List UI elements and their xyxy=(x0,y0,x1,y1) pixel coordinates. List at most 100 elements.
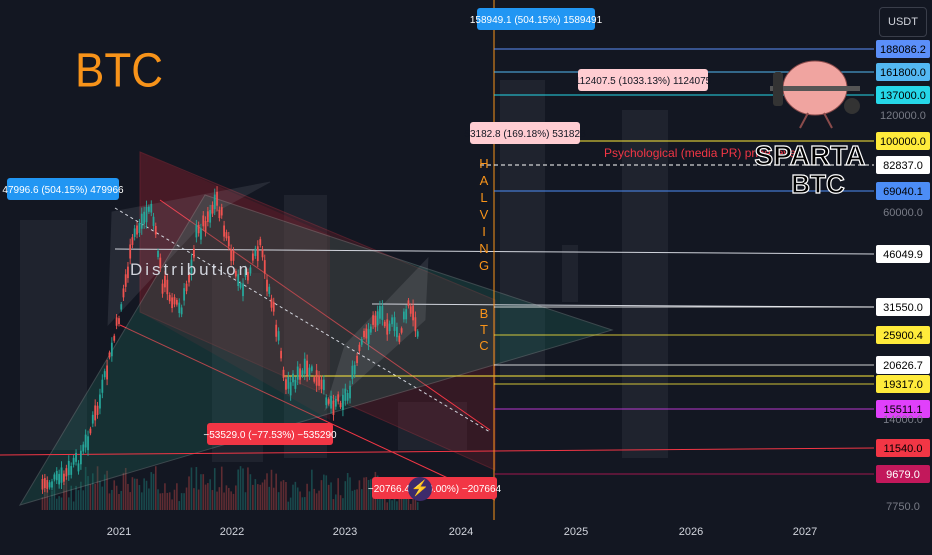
volume-bar xyxy=(157,489,159,510)
rising-channel xyxy=(324,256,429,412)
candle-body xyxy=(363,330,365,338)
x-tick-2024: 2024 xyxy=(449,526,473,538)
candle-body xyxy=(249,267,252,274)
candle-body xyxy=(150,203,153,213)
volume-bar xyxy=(277,492,280,510)
candle-body xyxy=(351,365,354,379)
candle-body xyxy=(358,344,361,351)
measure-label-text-2: 53182.8 (169.18%) 531828 xyxy=(464,129,586,140)
price-tag-bg-6 xyxy=(876,245,930,263)
volume-bar xyxy=(409,503,412,510)
volume-bar xyxy=(60,497,63,510)
candle-body xyxy=(272,301,275,312)
candle-body xyxy=(48,482,51,488)
candle-body xyxy=(103,371,106,378)
candle-body xyxy=(206,211,209,222)
distribution-label: Distribution xyxy=(130,260,251,279)
volume-bar xyxy=(412,492,414,510)
price-tag-text-5: 69040.1 xyxy=(883,186,923,198)
candle-body xyxy=(322,379,325,391)
volume-bar xyxy=(180,493,183,510)
candle-body xyxy=(193,248,195,258)
volume-bar xyxy=(63,482,65,510)
volume-bar xyxy=(287,501,290,510)
dumbbell-bar-icon xyxy=(770,86,860,91)
price-tag-text-6: 46049.9 xyxy=(883,249,923,261)
price-tag-text-11: 15511.1 xyxy=(884,404,923,416)
volume-bar xyxy=(335,494,337,510)
volume-bar xyxy=(303,497,306,510)
bottom-red-line xyxy=(0,447,875,456)
volume-bar xyxy=(313,488,316,510)
candle-body xyxy=(416,331,419,337)
volume-bar xyxy=(120,490,123,510)
drawings-layer xyxy=(0,0,875,520)
candle-body xyxy=(154,226,157,235)
volume-bar xyxy=(320,480,323,510)
price-tag-bg-13 xyxy=(876,465,930,483)
volume-bar xyxy=(67,497,70,510)
price-tag-bg-10 xyxy=(876,375,930,393)
price-tag-5: 69040.1 xyxy=(876,182,930,200)
candle-body xyxy=(118,318,120,325)
candle-body xyxy=(200,228,202,240)
volume-bar xyxy=(351,490,354,510)
price-tag-bg-7 xyxy=(876,298,930,316)
price-tag-bg-5 xyxy=(876,182,930,200)
candle-body xyxy=(277,331,280,341)
candle-body xyxy=(213,194,216,210)
candle-body xyxy=(386,319,389,335)
candle-body xyxy=(289,382,292,396)
volume-bar xyxy=(232,493,235,510)
measure-label-0: 158949.1 (504.15%) 1589491 xyxy=(470,8,603,30)
candle-body xyxy=(315,370,318,386)
labels-layer: 158949.1 (504.15%) 1589491 112407.5 (1033… xyxy=(2,8,866,499)
candle-body xyxy=(388,323,391,332)
price-tag-text-8: 25900.4 xyxy=(883,330,923,342)
price-tag-bg-8 xyxy=(876,326,930,344)
candle-body xyxy=(55,470,58,481)
candle-body xyxy=(216,191,218,206)
volume-bar xyxy=(294,481,297,510)
volume-bar xyxy=(289,497,292,510)
volume-bar xyxy=(87,476,89,510)
x-tick-2025: 2025 xyxy=(564,526,588,538)
volume-bar xyxy=(96,466,99,510)
currency-button[interactable]: USDT xyxy=(879,7,927,37)
btc-letter-0: B xyxy=(480,306,489,321)
candle-body xyxy=(398,335,401,342)
lightning-icon[interactable]: ⚡ xyxy=(408,477,432,501)
measure-label-bg-4 xyxy=(207,423,333,445)
candle-body xyxy=(330,395,332,409)
volume-bar xyxy=(131,477,134,510)
price-tag-text-13: 9679.0 xyxy=(886,469,920,481)
volume-bar xyxy=(80,481,82,510)
candle-body xyxy=(282,369,285,378)
x-tick-2023: 2023 xyxy=(333,526,357,538)
volume-bar xyxy=(185,487,188,510)
price-tag-13: 9679.0 xyxy=(876,465,930,483)
measure-label-bg-1 xyxy=(578,69,708,91)
price-tag-text-2: 137000.0 xyxy=(880,90,926,102)
candle-body xyxy=(372,315,375,325)
candle-body xyxy=(294,379,297,389)
volume-bar xyxy=(166,492,169,510)
candle-body xyxy=(407,300,410,307)
volume-bar xyxy=(211,490,214,510)
channel-lower-line xyxy=(119,324,496,501)
volume-bar xyxy=(337,478,339,510)
candle-body xyxy=(379,305,381,319)
volume-bar xyxy=(225,485,228,510)
volume-bar xyxy=(48,497,51,510)
candle-body xyxy=(405,309,408,320)
candle-body xyxy=(337,394,340,402)
volume-bar xyxy=(332,499,335,510)
volume-bar xyxy=(202,474,205,510)
volume-bar xyxy=(82,490,85,510)
candle-body xyxy=(96,405,99,415)
volume-bar xyxy=(263,479,266,510)
volume-bar xyxy=(207,483,209,510)
volume-bar xyxy=(257,484,259,510)
volume-bar xyxy=(75,485,77,510)
